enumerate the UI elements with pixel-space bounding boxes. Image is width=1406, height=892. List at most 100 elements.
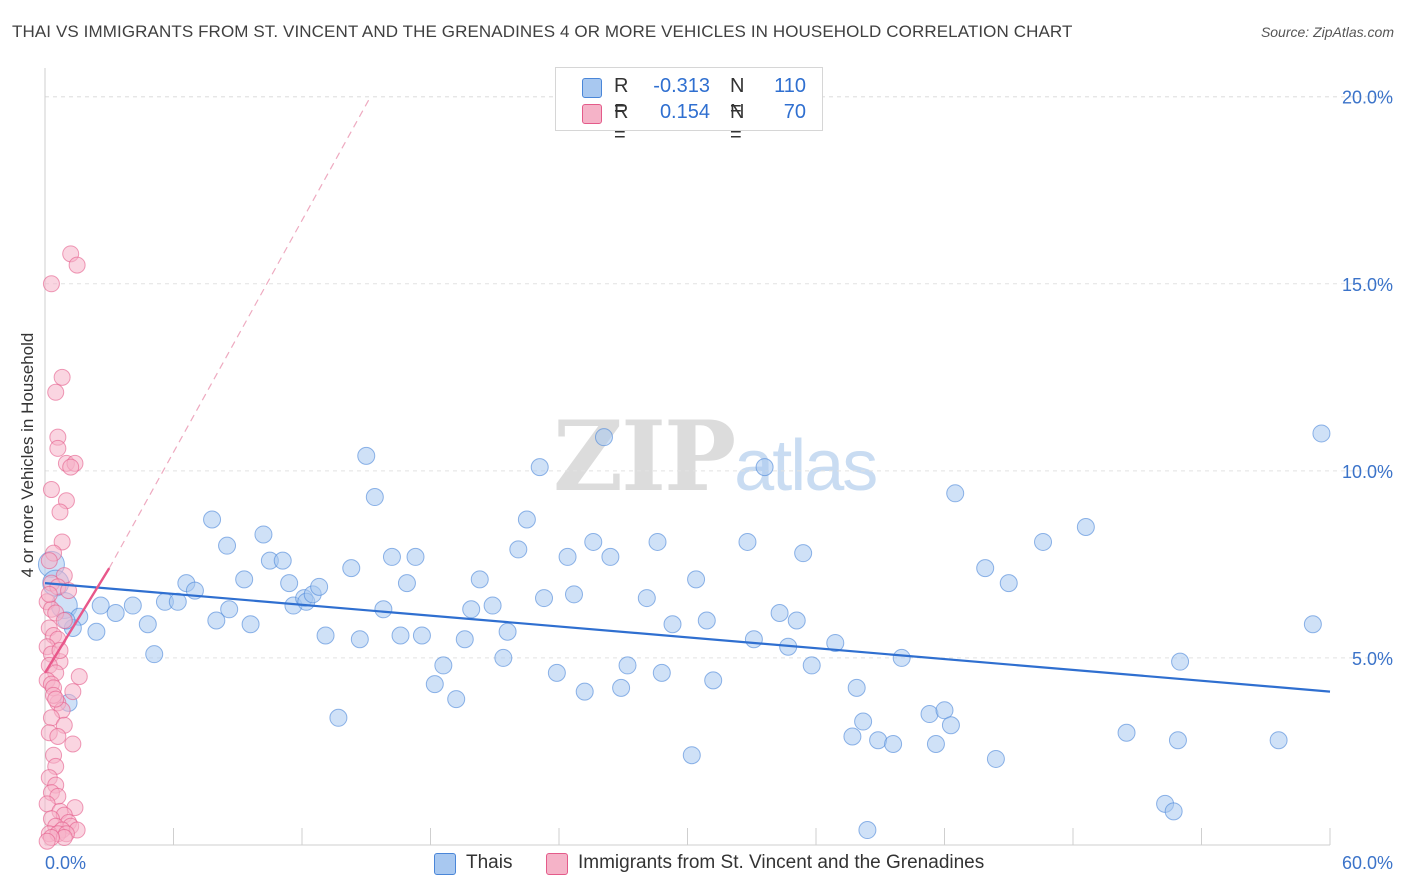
point-immigrants	[51, 503, 69, 521]
point-thais	[273, 551, 292, 570]
point-thais	[787, 611, 806, 630]
point-thais	[350, 630, 369, 649]
point-thais	[1168, 731, 1187, 750]
point-thais	[434, 656, 453, 675]
point-thais	[687, 570, 706, 589]
correlation-legend: R = -0.313 N = 110 R = 0.154 N = 70	[555, 67, 823, 146]
legend-r-label: R =	[614, 101, 629, 146]
data-points	[37, 245, 1331, 850]
point-immigrants	[38, 832, 56, 850]
point-thais	[858, 821, 877, 840]
point-thais	[494, 648, 513, 667]
point-thais	[254, 525, 273, 544]
point-thais	[594, 428, 613, 447]
legend-swatch-immigrants	[546, 853, 568, 875]
point-thais	[462, 600, 481, 619]
point-thais	[470, 570, 489, 589]
point-immigrants	[70, 668, 88, 686]
point-thais	[455, 630, 474, 649]
trend-line-thais	[44, 582, 1331, 693]
point-thais	[342, 559, 361, 578]
point-immigrants	[40, 585, 58, 603]
point-thais	[316, 626, 335, 645]
point-thais	[447, 690, 466, 709]
point-thais	[425, 675, 444, 694]
point-thais	[203, 510, 222, 529]
y-axis-label: 4 or more Vehicles in Household	[18, 332, 37, 578]
point-thais	[138, 615, 157, 634]
point-immigrants	[49, 439, 67, 457]
point-thais	[218, 536, 237, 555]
point-thais	[601, 547, 620, 566]
point-thais	[397, 574, 416, 593]
legend-n-label: N =	[730, 75, 745, 120]
point-thais	[704, 671, 723, 690]
point-thais	[682, 746, 701, 765]
point-thais	[892, 648, 911, 667]
y-tick-label: 5.0%	[1352, 649, 1393, 669]
point-thais	[986, 749, 1005, 768]
legend-swatch-thais	[434, 853, 456, 875]
point-thais	[744, 630, 763, 649]
point-immigrants	[42, 481, 60, 499]
point-immigrants	[42, 275, 60, 293]
point-thais	[1269, 731, 1288, 750]
point-thais	[976, 559, 995, 578]
point-thais	[483, 596, 502, 615]
point-thais	[1034, 532, 1053, 551]
point-immigrants	[53, 368, 71, 386]
point-thais	[920, 705, 939, 724]
chart-title: THAI VS IMMIGRANTS FROM ST. VINCENT AND …	[12, 22, 1073, 41]
point-thais	[280, 574, 299, 593]
point-thais	[1164, 802, 1183, 821]
point-immigrants	[47, 383, 65, 401]
point-thais	[357, 446, 376, 465]
point-thais	[755, 458, 774, 477]
point-thais	[584, 532, 603, 551]
point-thais	[391, 626, 410, 645]
point-immigrants	[68, 256, 86, 274]
point-thais	[738, 532, 757, 551]
point-thais	[145, 645, 164, 664]
point-thais	[941, 716, 960, 735]
point-thais	[884, 734, 903, 753]
point-thais	[663, 615, 682, 634]
trend-lines	[43, 96, 1331, 693]
point-immigrants	[53, 533, 71, 551]
point-thais	[329, 708, 348, 727]
point-thais	[374, 600, 393, 619]
y-tick-label: 20.0%	[1342, 88, 1393, 108]
trend-line-immigrants	[43, 567, 111, 674]
point-thais	[412, 626, 431, 645]
point-thais	[770, 604, 789, 623]
point-thais	[517, 510, 536, 529]
point-thais	[999, 574, 1018, 593]
point-thais	[91, 596, 110, 615]
point-immigrants	[49, 727, 67, 745]
point-thais	[1303, 615, 1322, 634]
legend-label-thais: Thais	[466, 852, 513, 873]
point-thais	[535, 589, 554, 608]
point-thais	[558, 547, 577, 566]
point-immigrants	[40, 552, 58, 570]
legend-n-value: 110	[774, 75, 806, 97]
point-thais	[1117, 723, 1136, 742]
legend-n-value: 70	[783, 101, 806, 123]
point-thais	[637, 589, 656, 608]
x-tick-label: 0.0%	[45, 853, 86, 873]
legend-label-immigrants: Immigrants from St. Vincent and the Gren…	[578, 852, 985, 873]
point-thais	[241, 615, 260, 634]
point-immigrants	[60, 582, 78, 600]
point-thais	[843, 727, 862, 746]
watermark: ZIPatlas	[553, 400, 878, 513]
point-thais	[310, 577, 329, 596]
source-credit: Source: ZipAtlas.com	[1260, 24, 1394, 40]
point-thais	[854, 712, 873, 731]
point-thais	[826, 633, 845, 652]
legend-swatch-thais	[582, 78, 602, 98]
legend-r-value: 0.154	[659, 101, 710, 123]
legend-r-label: R =	[614, 75, 629, 120]
point-immigrants	[64, 735, 82, 753]
point-thais	[1171, 652, 1190, 671]
trend-extension-immigrants	[108, 96, 372, 569]
